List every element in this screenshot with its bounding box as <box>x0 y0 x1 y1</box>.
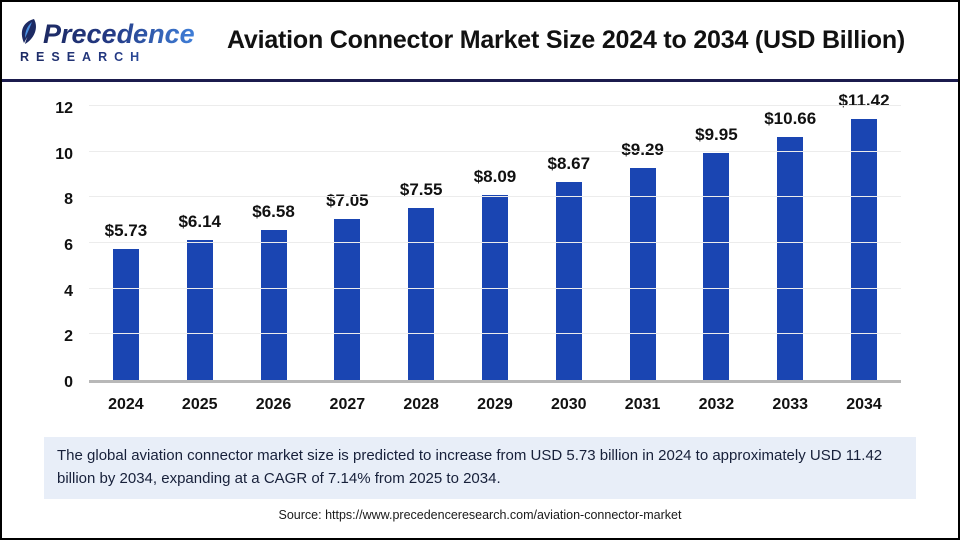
bar-value-label: $8.67 <box>547 154 591 174</box>
bar-value-label: $9.29 <box>621 139 664 159</box>
logo-subtitle: RESEARCH <box>18 51 202 64</box>
bar <box>629 167 656 380</box>
bar <box>260 229 287 380</box>
gridline <box>89 196 901 198</box>
page-title: Aviation Connector Market Size 2024 to 2… <box>226 26 906 54</box>
bar <box>408 207 435 380</box>
y-tick-label: 6 <box>64 237 73 254</box>
header: Precedence RESEARCH Aviation Connector M… <box>2 2 958 82</box>
precedence-logo[interactable]: Precedence RESEARCH <box>2 18 202 64</box>
bar-value-label: $5.73 <box>104 221 148 241</box>
y-tick-label: 4 <box>64 282 73 300</box>
bar-chart: 0 2 4 6 8 10 12 $5.73 $6.14 $6.58 $7.05 $7.55 $8.09… <box>2 91 958 414</box>
bar-column: $6.58 <box>237 109 311 380</box>
x-tick-label: 2026 <box>255 396 292 413</box>
bar-value-label: $9.95 <box>695 124 738 144</box>
gridline <box>89 333 901 335</box>
bar-value-label: $8.09 <box>473 167 517 187</box>
bar-column: $6.14 <box>163 109 237 380</box>
leaf-icon <box>21 18 36 44</box>
bar-column: $11.42 <box>827 91 901 380</box>
bar-column: $8.09 <box>458 109 532 380</box>
bar-column: $7.55 <box>384 109 458 380</box>
x-tick-label: 2032 <box>698 396 735 413</box>
y-axis: 0 2 4 6 8 10 12 <box>2 101 89 391</box>
x-tick-label: 2033 <box>772 396 809 413</box>
y-tick-label: 2 <box>64 328 73 346</box>
bar <box>334 219 361 380</box>
bar <box>481 195 508 380</box>
bar-column: $9.95 <box>680 109 754 380</box>
source-link[interactable]: Source: https://www.precedenceresearch.c… <box>278 508 682 522</box>
bar-value-label: $10.66 <box>764 108 817 128</box>
bar-column: $8.67 <box>532 109 606 380</box>
plot-area: $5.73 $6.14 $6.58 $7.05 $7.55 $8.09 $8.67 $9.29… <box>89 91 901 383</box>
x-tick-label: 2027 <box>329 396 366 413</box>
x-axis: 2024 2025 2026 2027 2028 2029 2030 2031 2032 2033… <box>89 383 901 414</box>
bar-column: $9.29 <box>606 109 680 380</box>
summary-note: The global aviation connector market siz… <box>44 437 916 499</box>
x-tick-label: 2028 <box>403 396 439 413</box>
bar-column: $7.05 <box>310 109 384 380</box>
bar-value-label: $7.55 <box>399 179 443 199</box>
x-tick-label: 2034 <box>846 396 882 413</box>
bar <box>777 136 804 380</box>
bar <box>703 152 730 380</box>
y-tick-label: 10 <box>55 145 73 163</box>
bar-column: $10.66 <box>753 109 827 380</box>
bar <box>112 249 139 380</box>
bar-value-label: $6.14 <box>178 211 221 231</box>
bar <box>851 119 878 380</box>
logo-name: Precedence <box>43 18 195 49</box>
gridline <box>89 242 901 243</box>
bar-value-label: $6.58 <box>252 201 295 221</box>
x-tick-label: 2025 <box>181 396 218 413</box>
bar-value-label: $7.05 <box>326 191 369 211</box>
y-tick-label: 8 <box>64 191 73 209</box>
y-tick-label: 12 <box>55 100 73 117</box>
bar <box>555 182 582 380</box>
gridline <box>89 105 901 106</box>
gridline <box>89 287 901 289</box>
bar-value-label: $11.42 <box>838 91 890 111</box>
x-tick-label: 2031 <box>624 396 661 413</box>
bars-container: $5.73 $6.14 $6.58 $7.05 $7.55 $8.09 $8.67 $9.29… <box>89 91 901 380</box>
x-tick-label: 2030 <box>550 396 587 413</box>
gridline <box>89 150 901 152</box>
y-tick-label: 0 <box>64 374 73 391</box>
x-tick-label: 2029 <box>477 396 513 413</box>
x-tick-label: 2024 <box>108 396 144 413</box>
bar-column: $5.73 <box>89 109 163 380</box>
bar <box>186 239 213 380</box>
